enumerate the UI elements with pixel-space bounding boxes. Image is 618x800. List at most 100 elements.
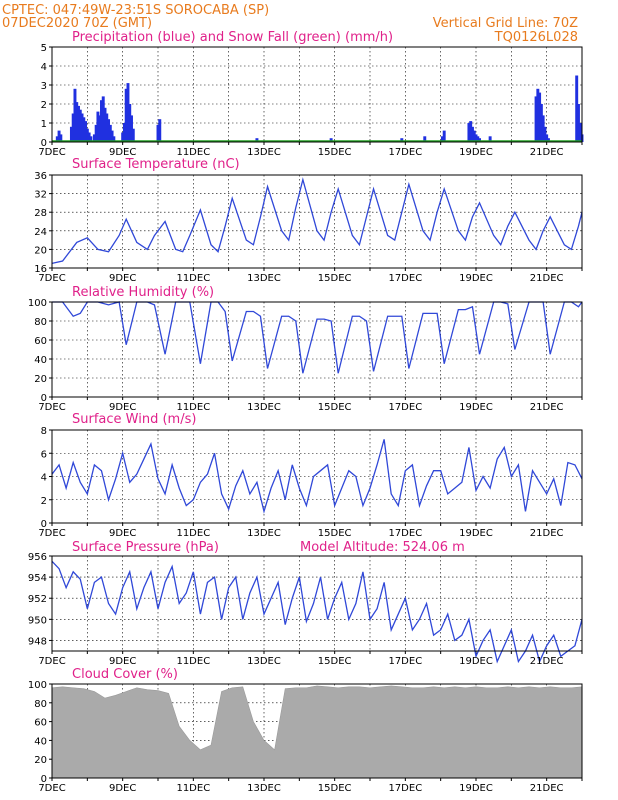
temp-frame <box>51 174 583 269</box>
cloud-xtick-label: 9DEC <box>109 783 136 794</box>
precip-bar <box>103 107 107 142</box>
cloud-xtick-label: 21DEC <box>530 783 564 794</box>
rh-title: Relative Humidity (%) <box>72 285 214 300</box>
precip-xtick-label: 7DEC <box>38 147 65 158</box>
temp-ytick-label: 32 <box>34 190 47 201</box>
precip-bar <box>75 102 79 142</box>
temp-ytick-label: 16 <box>34 264 47 275</box>
cloud-area <box>51 685 583 779</box>
precip-bar <box>476 136 480 142</box>
precip-bar <box>78 109 82 142</box>
temp-xtick-label: 11DEC <box>176 273 210 284</box>
precip-bar <box>538 92 542 142</box>
precip-bar <box>423 136 427 142</box>
precip-bar <box>57 130 61 142</box>
wind-ytick-label: 2 <box>41 496 47 507</box>
wind-line <box>51 439 583 514</box>
precip-bar <box>478 138 482 142</box>
wind-ytick-label: 8 <box>41 426 47 437</box>
rh-ytick-label: 40 <box>34 355 47 366</box>
cloud-xtick-label: 11DEC <box>176 783 210 794</box>
pressure-ytick-label: 948 <box>28 636 47 647</box>
pressure-ytick-label: 952 <box>28 594 47 605</box>
pressure-xtick-label: 17DEC <box>388 656 422 667</box>
precip-bar <box>94 124 98 142</box>
model-altitude: Model Altitude: 524.06 m <box>300 540 465 555</box>
temp-xtick-label: 9DEC <box>109 273 136 284</box>
precip-bar <box>442 130 446 142</box>
temp-xtick-label: 13DEC <box>247 273 281 284</box>
precip-bar <box>255 138 259 142</box>
pressure-xtick-label: 7DEC <box>38 656 65 667</box>
precip-bar <box>400 138 404 142</box>
pressure-xtick-label: 9DEC <box>109 656 136 667</box>
precip-xtick-label: 17DEC <box>388 147 422 158</box>
precip-bar <box>84 121 88 142</box>
rh-ytick-label: 60 <box>34 336 47 347</box>
cloud-ytick-label: 0 <box>41 774 47 785</box>
precip-bar <box>124 88 128 142</box>
precip-bar <box>98 115 102 142</box>
wind-xtick-label: 13DEC <box>247 528 281 539</box>
cloud-ytick-label: 20 <box>34 755 47 766</box>
temp-ytick-label: 28 <box>34 208 47 219</box>
header-model-id: TQ0126L028 <box>494 30 578 45</box>
temp-xtick-label: 21DEC <box>530 273 564 284</box>
precip-bar <box>488 136 492 142</box>
precip-xtick-label: 21DEC <box>530 147 564 158</box>
precip-bar <box>89 136 93 142</box>
pressure-title: Surface Pressure (hPa) <box>72 540 219 555</box>
precip-bar <box>121 132 125 142</box>
precip-xtick-label: 15DEC <box>318 147 352 158</box>
cloud-xtick-label: 13DEC <box>247 783 281 794</box>
precip-bar <box>82 117 86 142</box>
cloud-ytick-label: 60 <box>34 718 47 729</box>
precip-bar <box>122 123 126 142</box>
precip-bar <box>534 96 538 142</box>
rh-xtick-label: 15DEC <box>318 402 352 413</box>
temp-line <box>51 177 583 264</box>
wind-frame <box>51 429 583 524</box>
wind-ytick-label: 6 <box>41 449 47 460</box>
wind-title: Surface Wind (m/s) <box>72 412 196 427</box>
precip-bar <box>126 83 130 142</box>
rh-xtick-label: 11DEC <box>176 402 210 413</box>
cloud-xtick-label: 7DEC <box>38 783 65 794</box>
precip-bar <box>545 134 549 142</box>
rh-xtick-label: 21DEC <box>530 402 564 413</box>
precip-xtick-label: 11DEC <box>176 147 210 158</box>
wind-xtick-label: 15DEC <box>318 528 352 539</box>
pressure-xtick-label: 11DEC <box>176 656 210 667</box>
precip-bar <box>440 136 444 142</box>
precip-bar <box>575 75 579 142</box>
pressure-xtick-label: 13DEC <box>247 656 281 667</box>
pressure-frame <box>51 555 583 652</box>
wind-xtick-label: 9DEC <box>109 528 136 539</box>
rh-line <box>52 301 583 374</box>
rh-xtick-label: 17DEC <box>388 402 422 413</box>
precip-xtick-label: 13DEC <box>247 147 281 158</box>
precip-bar <box>108 124 112 142</box>
precip-bar <box>474 134 478 142</box>
temp-xtick-label: 15DEC <box>318 273 352 284</box>
cloud-xtick-label: 15DEC <box>318 783 352 794</box>
precip-bar <box>469 121 473 142</box>
precip-bar <box>105 113 109 142</box>
pressure-xtick-label: 19DEC <box>459 656 493 667</box>
precip-bar <box>329 138 333 142</box>
precip-bar <box>578 123 582 142</box>
cloud-xtick-label: 17DEC <box>388 783 422 794</box>
cloud-ytick-label: 80 <box>34 699 47 710</box>
temp-xtick-label: 19DEC <box>459 273 493 284</box>
precip-bar <box>107 119 111 142</box>
precip-ytick-label: 2 <box>41 100 47 111</box>
wind-xtick-label: 19DEC <box>459 528 493 539</box>
precip-bar <box>80 113 84 142</box>
precip-bar <box>576 104 580 142</box>
wind-xtick-label: 7DEC <box>38 528 65 539</box>
precip-frame <box>51 46 583 143</box>
precip-bar <box>130 115 133 142</box>
precip-bar <box>536 88 540 142</box>
